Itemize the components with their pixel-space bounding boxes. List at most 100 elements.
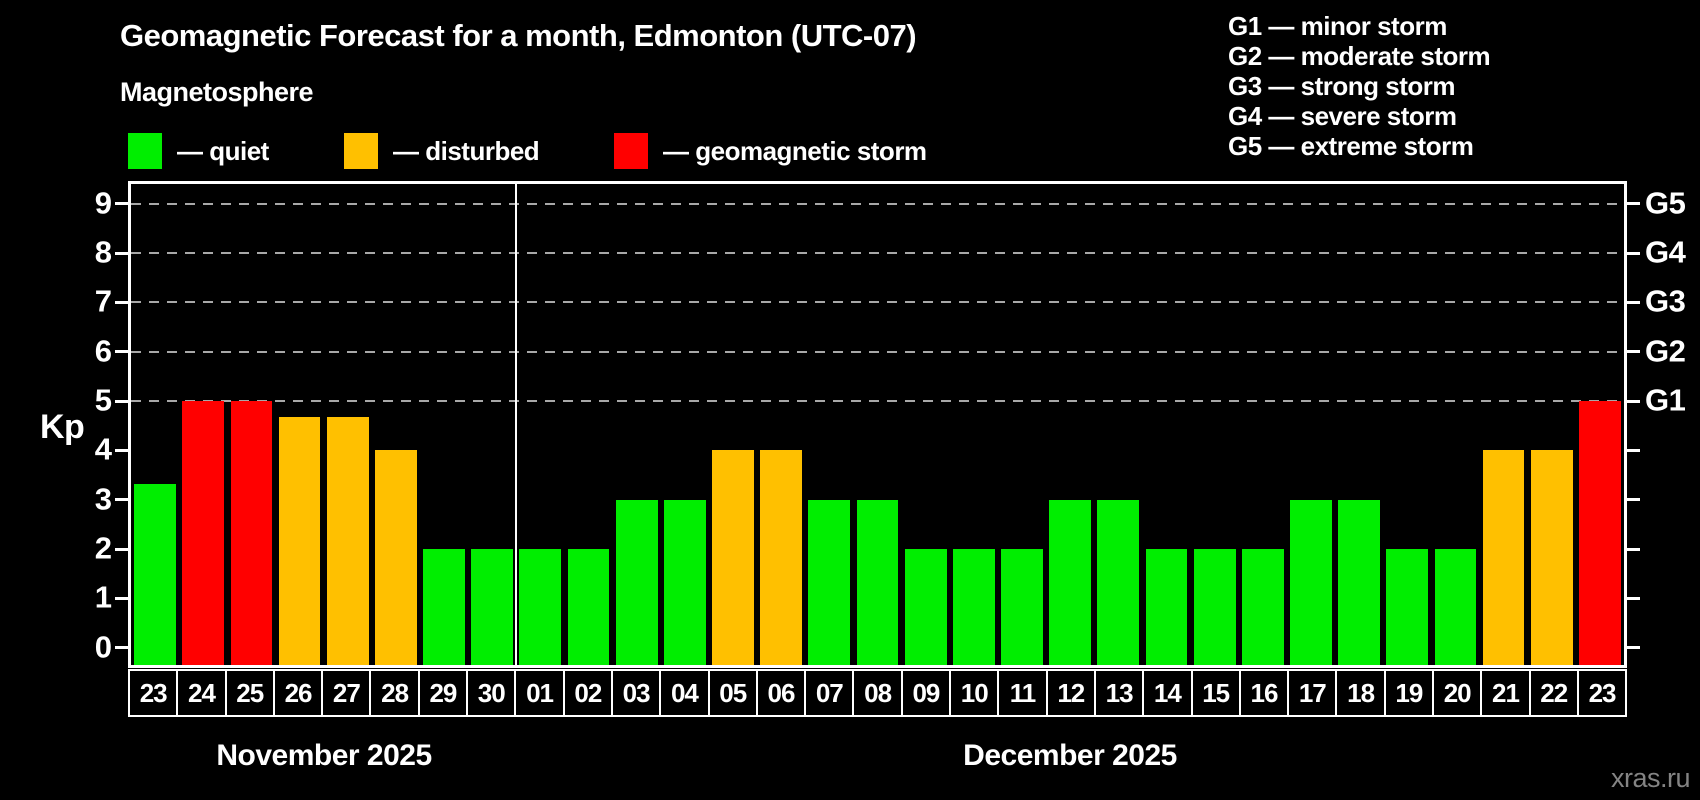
kp-bar-20 — [1049, 499, 1092, 665]
day-label-cell: 23 — [128, 669, 179, 717]
y-axis-tick-label: 3 — [94, 480, 112, 516]
kp-bar-23 — [1193, 549, 1236, 665]
day-label-cell: 11 — [997, 669, 1048, 717]
day-label-cell: 28 — [369, 669, 420, 717]
gridline-kp9 — [131, 202, 1624, 205]
legend-swatch-quiet — [128, 133, 162, 169]
kp-bar-29 — [1482, 450, 1525, 665]
y-axis-tick-left — [115, 202, 128, 206]
legend-item-quiet: — quiet — [128, 133, 269, 169]
kp-bar-6 — [374, 450, 417, 665]
y-axis-tick-label: 6 — [94, 332, 112, 368]
day-label-cell: 24 — [176, 669, 227, 717]
day-label-cell: 01 — [514, 669, 565, 717]
x-axis-day-labels: 23 24 25 26 27 28 29 30 01 02 03 04 05 06 07 08 09 10 11 12… — [128, 669, 1628, 717]
day-label-cell: 17 — [1287, 669, 1338, 717]
storm-scale-line: G4 — severe storm — [1228, 101, 1457, 131]
kp-bar-21 — [1097, 499, 1140, 665]
y-axis-tick-left — [115, 399, 128, 403]
day-label-cell: 07 — [804, 669, 855, 717]
day-label-cell: 10 — [949, 669, 1000, 717]
month-label-december: December 2025 — [963, 739, 1177, 772]
day-label-cell: 12 — [1045, 669, 1096, 717]
storm-scale-line: G2 — moderate storm — [1228, 41, 1491, 71]
kp-bar-13 — [712, 450, 754, 665]
day-label-cell: 30 — [466, 669, 517, 717]
kp-bar-31 — [1579, 401, 1621, 665]
chart-subtitle: Magnetosphere — [120, 77, 314, 107]
day-label-cell: 25 — [224, 669, 275, 717]
kp-bar-12 — [663, 499, 706, 665]
kp-bar-14 — [760, 450, 803, 665]
day-label-cell: 05 — [707, 669, 758, 717]
kp-bar-27 — [1386, 549, 1429, 665]
day-label-cell: 04 — [659, 669, 710, 717]
kp-bar-18 — [952, 549, 995, 665]
kp-bar-11 — [615, 499, 658, 665]
legend-item-disturbed: — disturbed — [344, 133, 540, 169]
day-label-cell: 14 — [1142, 669, 1193, 717]
day-label-cell: 06 — [755, 669, 807, 717]
kp-bar-22 — [1145, 549, 1188, 665]
gridline-kp7 — [131, 301, 1624, 304]
y-axis-tick-right — [1627, 251, 1640, 255]
y-axis-tick-label: 1 — [94, 579, 112, 615]
plot-area — [128, 181, 1627, 668]
y-axis-tick-left — [115, 547, 128, 551]
day-label-cell: 22 — [1528, 669, 1579, 717]
g-scale-tick-label-g5: G5 — [1645, 184, 1686, 220]
kp-bar-10 — [567, 549, 610, 665]
kp-bar-7 — [423, 549, 465, 665]
legend-item-label: — geomagnetic storm — [663, 135, 927, 166]
kp-bar-3 — [230, 401, 273, 665]
kp-bar-9 — [519, 549, 562, 665]
plot-inner — [131, 184, 1624, 665]
y-axis-tick-right — [1627, 646, 1640, 650]
y-axis-tick-left — [115, 596, 128, 600]
day-label-cell: 02 — [562, 669, 613, 717]
y-axis-tick-right — [1627, 202, 1640, 206]
kp-bar-25 — [1290, 499, 1332, 665]
day-label-cell: 21 — [1480, 669, 1531, 717]
kp-bar-8 — [471, 549, 514, 665]
storm-scale-line: G3 — strong storm — [1228, 71, 1455, 101]
day-label-cell: 23 — [1576, 669, 1628, 717]
storm-scale-line: G1 — minor storm — [1228, 11, 1447, 41]
gridline-kp6 — [131, 350, 1624, 353]
month-separator-line — [515, 184, 518, 665]
y-axis-tick-right — [1627, 448, 1640, 452]
page-title: Geomagnetic Forecast for a month, Edmont… — [120, 18, 917, 53]
day-label-cell: 20 — [1432, 669, 1483, 717]
kp-bar-5 — [326, 417, 369, 665]
y-axis-tick-left — [115, 646, 128, 650]
legend-item-storm: — geomagnetic storm — [614, 133, 927, 169]
day-label-cell: 13 — [1093, 669, 1145, 717]
legend-item-label: — quiet — [177, 135, 269, 166]
kp-bar-16 — [856, 499, 899, 665]
day-label-cell: 16 — [1238, 669, 1290, 717]
y-axis-tick-label: 8 — [94, 234, 112, 270]
g-scale-tick-label-g3: G3 — [1645, 283, 1686, 319]
y-axis-tick-label: 0 — [94, 628, 112, 664]
legend-item-label: — disturbed — [393, 135, 540, 166]
day-label-cell: 26 — [272, 669, 324, 717]
month-label-november: November 2025 — [216, 739, 432, 772]
legend-swatch-storm — [614, 133, 648, 169]
kp-bar-1 — [134, 483, 176, 665]
day-label-cell: 08 — [852, 669, 903, 717]
g-scale-tick-label-g1: G1 — [1645, 382, 1686, 418]
storm-scale-legend: G1 — minor storm G2 — moderate storm G3 — … — [1228, 11, 1491, 161]
g-scale-tick-label-g4: G4 — [1645, 234, 1686, 270]
watermark: xras.ru — [1610, 763, 1691, 793]
y-axis-tick-left — [115, 498, 128, 502]
kp-bar-19 — [1001, 549, 1043, 665]
y-axis-tick-label: 9 — [94, 184, 112, 220]
day-label-cell: 19 — [1383, 669, 1435, 717]
day-label-cell: 29 — [417, 669, 469, 717]
kp-bar-28 — [1434, 549, 1477, 665]
day-label-cell: 27 — [321, 669, 372, 717]
kp-bar-2 — [182, 401, 225, 665]
day-label-cell: 18 — [1335, 669, 1386, 717]
y-axis-tick-right — [1627, 399, 1640, 403]
y-axis-tick-right — [1627, 350, 1640, 354]
